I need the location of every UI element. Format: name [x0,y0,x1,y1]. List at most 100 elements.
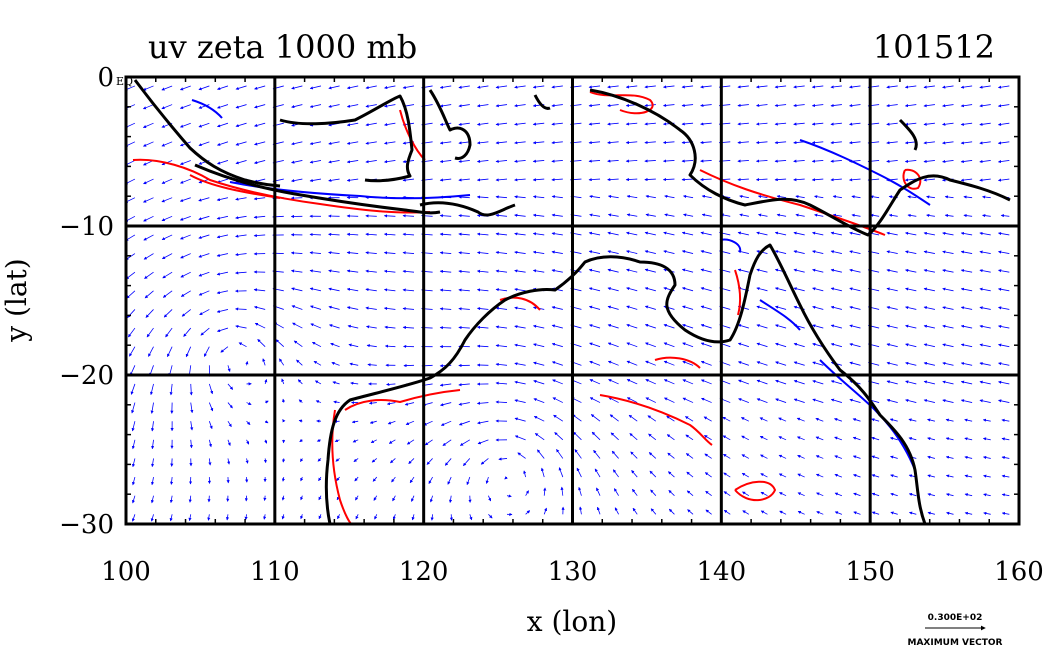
wind-vector [495,159,508,163]
wind-vector [402,251,415,255]
wind-vector [180,271,191,278]
reference-vector-caption: MAXIMUM VECTOR [907,638,1002,648]
wind-vector [514,178,526,182]
wind-vector [667,452,675,459]
wind-vector [998,362,1010,366]
wind-vector [402,288,415,292]
wind-vector [663,231,675,236]
wind-vector [607,342,619,348]
wind-vector [309,251,322,255]
wind-vector [179,122,191,128]
wind-vector [179,85,191,91]
wind-vector [514,104,526,108]
wind-vector [588,178,601,182]
wind-vector [852,418,861,422]
wind-vector [705,490,712,497]
wind-vector [430,514,434,521]
wind-vector [525,490,529,496]
wind-vector [737,85,749,89]
wind-vector [463,458,471,467]
wind-vector [979,269,991,273]
wind-vector [760,473,768,478]
wind-vector [350,381,359,385]
coastline-timor [419,201,516,217]
wind-vector [964,437,973,441]
wind-vector [588,103,601,108]
wind-vector [328,85,340,90]
wind-vector [700,323,712,329]
vorticity-contours [132,91,931,524]
wind-vector [740,417,750,422]
wind-vector [849,85,861,89]
wind-vector [979,362,991,366]
wind-vector [905,324,917,329]
wind-vector [365,104,377,108]
wind-vector [756,398,768,403]
wind-vector [979,343,991,348]
wind-vector [458,307,470,311]
wind-vector [235,122,247,128]
wind-vector [923,159,935,163]
wind-vector [253,305,266,310]
positive-contour [734,269,742,316]
wind-vector [198,122,210,128]
wind-vector [495,288,508,292]
wind-vector [198,104,210,109]
wind-vector [131,421,136,432]
wind-vector [290,251,303,255]
wind-vector [495,250,508,255]
wind-vector [628,414,638,422]
wind-vector [685,453,694,459]
wind-vector [346,306,359,310]
wind-vector [982,455,991,460]
coastline-australia [324,243,927,524]
wind-vector [537,449,545,459]
wind-vector [365,232,377,236]
wind-vector [216,160,229,165]
wind-vector [495,344,508,348]
wind-vector [198,215,210,221]
wind-vector [371,458,378,463]
wind-vector [246,420,251,426]
wind-vector [495,400,508,404]
wind-vector [998,380,1010,385]
wind-vector [384,122,396,127]
wind-vector [649,470,657,478]
wind-vector [607,213,619,217]
wind-vector [834,473,843,478]
x-tick-label: 150 [845,557,895,587]
wind-vector [161,104,173,110]
wind-vector [681,231,694,236]
wind-vector [488,495,492,502]
wind-vector [588,122,601,126]
wind-vector [625,177,638,182]
wind-vector [170,477,174,485]
wind-vector [131,458,136,468]
wind-vector [150,402,154,414]
y-axis-label: y (lat) [0,258,33,342]
wind-vector [630,451,638,459]
wind-vector [667,471,675,478]
wind-vector [923,122,935,126]
wind-vector [849,305,861,310]
wind-vector [282,398,286,403]
wind-vector [390,458,396,464]
wind-vector [871,511,880,515]
coastline-java [194,163,441,215]
wind-vector [293,340,303,348]
wind-vector [588,287,601,292]
wind-vector [225,514,230,521]
wind-vector [216,141,229,146]
wind-vector [476,159,489,163]
wind-vector [774,231,787,236]
wind-vector [161,234,173,240]
wind-vector [614,507,619,515]
wind-vector [756,268,768,273]
wind-vector [263,514,267,520]
wind-vector [151,458,155,468]
wind-vector [216,104,229,109]
wind-vector [216,85,229,91]
wind-vector [372,476,378,482]
wind-vector [1000,214,1010,218]
wind-vector [742,491,750,497]
